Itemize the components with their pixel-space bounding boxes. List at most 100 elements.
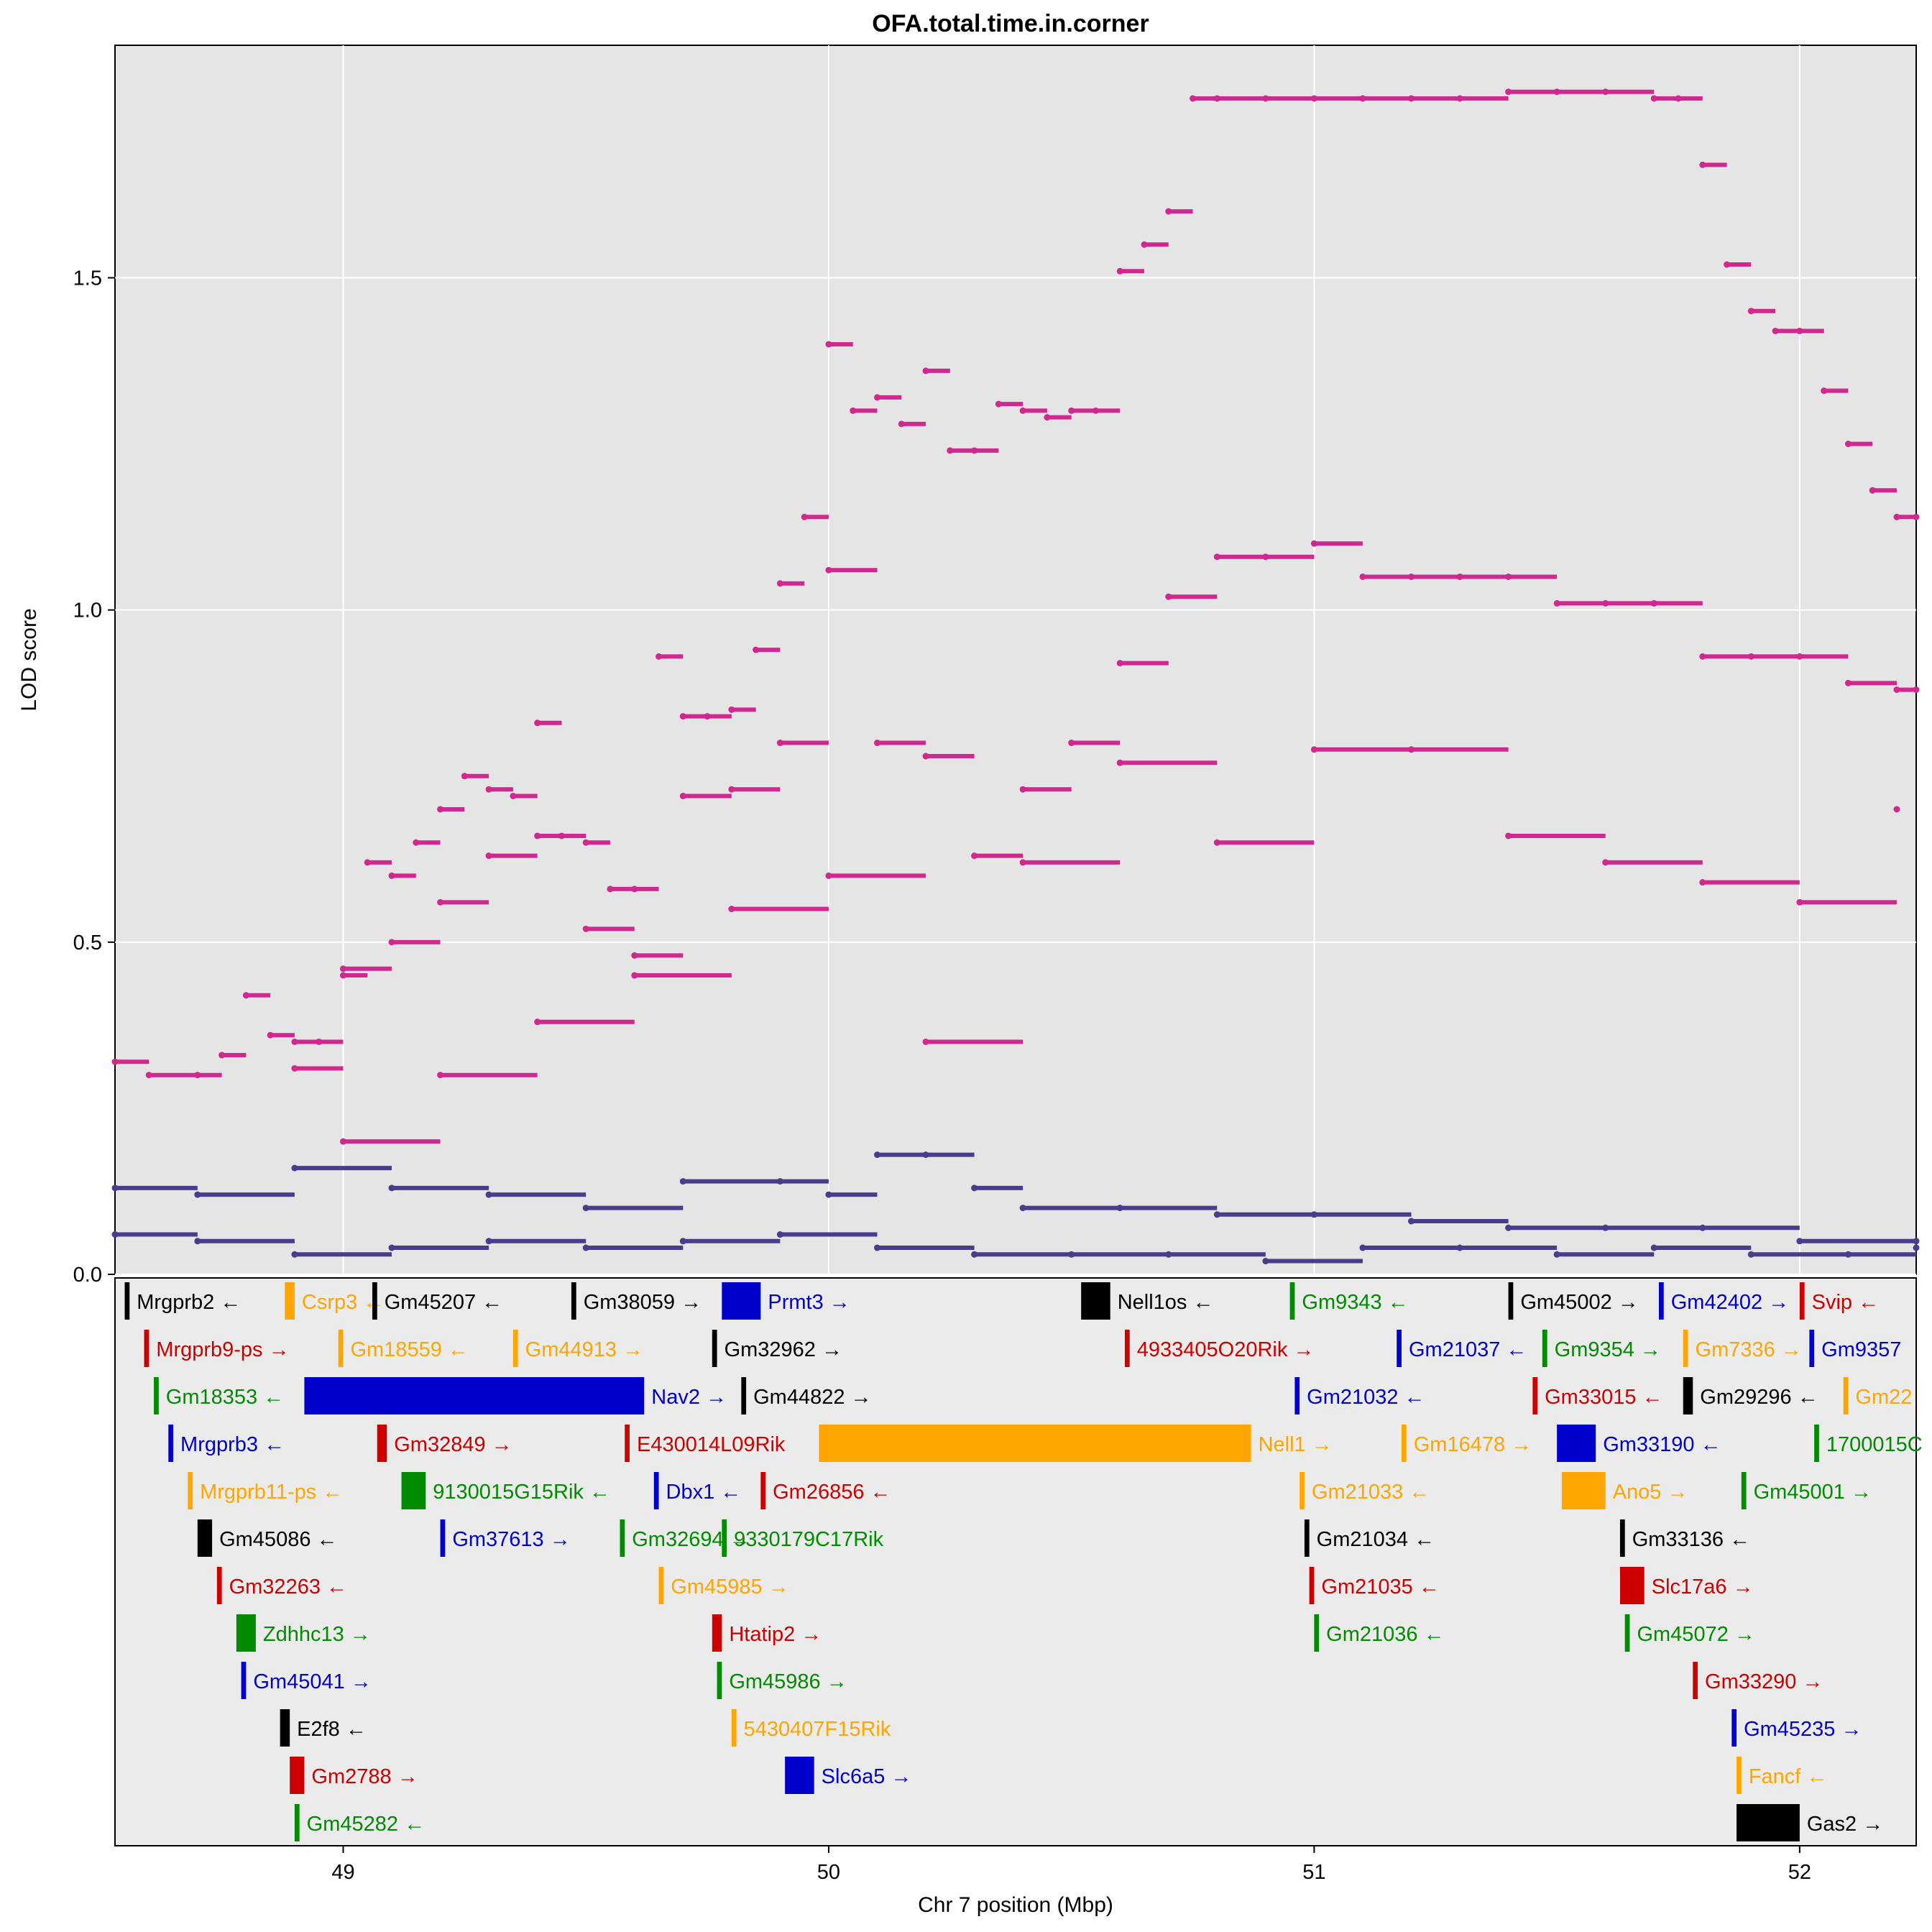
y-tick-label-2: 1.0: [73, 599, 102, 622]
gene-Mrgprb3: Mrgprb3 ←: [168, 1425, 285, 1462]
gene-label-14: 4933405O20Rik →: [1137, 1338, 1315, 1361]
y-tick-label-0: 0.0: [73, 1264, 102, 1287]
gene-bar-6: [1289, 1282, 1295, 1320]
gene-bar-49: [1619, 1567, 1644, 1604]
gene-label-33: Mrgprb11-ps ←: [200, 1481, 343, 1504]
gene-bar-5: [1081, 1282, 1110, 1320]
gene-bar-32: [1814, 1425, 1819, 1462]
gene-label-48: Gm21035 ←: [1321, 1576, 1439, 1598]
gene-Gm45072: Gm45072 →: [1624, 1614, 1755, 1652]
gene-Gm45086: Gm45086 ←: [197, 1519, 338, 1557]
gene-Mrgprb11-ps: Mrgprb11-ps ←: [188, 1472, 343, 1509]
gene-Gm33290: Gm33290 →: [1693, 1662, 1823, 1699]
gene-label-38: Ano5 →: [1613, 1481, 1688, 1504]
gene-Ano5: Ano5 →: [1561, 1472, 1688, 1509]
gene-Fancf: Fancf ←: [1736, 1757, 1827, 1794]
gene-bar-20: [304, 1377, 645, 1414]
gene-bar-44: [1304, 1519, 1310, 1557]
gene-label-28: E430014L09Rik: [637, 1433, 786, 1456]
gene-bar-8: [1659, 1282, 1664, 1320]
gene-Gm18353: Gm18353 ←: [154, 1377, 284, 1414]
gene-Gm33015: Gm33015 ←: [1532, 1377, 1663, 1414]
x-tick-label-3: 52: [1788, 1861, 1811, 1884]
gene-bar-57: [280, 1709, 290, 1747]
gene-E2f8: E2f8 ←: [280, 1709, 367, 1747]
gene-bar-61: [785, 1757, 814, 1794]
series-background-lod-lower: [111, 1231, 1920, 1265]
gene-label-41: Gm37613 →: [452, 1528, 570, 1551]
gene-Gm21037: Gm21037 ←: [1397, 1330, 1527, 1367]
gene-label-46: Gm32263 ←: [229, 1576, 347, 1598]
gene-5430407F15Rik: 5430407F15Rik: [731, 1709, 891, 1747]
x-axis: 49 50 51 52: [331, 1846, 1811, 1884]
gene-bar-21: [741, 1377, 747, 1414]
gene-label-32: 1700015C: [1826, 1433, 1923, 1456]
gene-Gm9354: Gm9354 →: [1542, 1330, 1661, 1367]
gene-Gm45041: Gm45041 →: [241, 1662, 372, 1699]
gene-label-25: Gm22: [1855, 1386, 1912, 1409]
gene-bar-23: [1532, 1377, 1538, 1414]
gene-label-27: Gm32849 →: [394, 1433, 512, 1456]
gene-Slc17a6: Slc17a6 →: [1619, 1567, 1754, 1604]
gene-label-16: Gm9354 →: [1555, 1338, 1661, 1361]
x-tick-label-0: 49: [331, 1861, 354, 1884]
gene-label-20: Nav2 →: [651, 1386, 727, 1409]
gene-label-63: Gm45282 ←: [307, 1813, 425, 1836]
gene-label-35: Dbx1 ←: [666, 1481, 742, 1504]
gene-Gm45001: Gm45001 →: [1741, 1472, 1872, 1509]
gene-label-7: Gm45002 →: [1520, 1291, 1638, 1314]
gene-bar-38: [1561, 1472, 1606, 1509]
gene-label-0: Mrgprb2 ←: [137, 1291, 241, 1314]
gene-bar-26: [168, 1425, 174, 1462]
gene-label-44: Gm21034 ←: [1317, 1528, 1435, 1551]
gene-bar-43: [722, 1519, 727, 1557]
gene-bar-51: [712, 1614, 722, 1652]
gene-label-40: Gm45086 ←: [219, 1528, 337, 1551]
gene-bar-42: [620, 1519, 625, 1557]
gene-label-60: Gm2788 →: [311, 1765, 418, 1788]
gene-Gm42402: Gm42402 →: [1659, 1282, 1789, 1320]
gene-bar-41: [440, 1519, 446, 1557]
gene-Gm44913: Gm44913 →: [512, 1330, 643, 1367]
gene-Gm33136: Gm33136 ←: [1619, 1519, 1750, 1557]
gene-label-12: Gm44913 →: [525, 1338, 643, 1361]
gene-label-54: Gm45041 →: [253, 1670, 371, 1693]
point-low-lod-trace-16: [1893, 806, 1900, 813]
gene-label-19: Gm18353 ←: [166, 1386, 284, 1409]
gene-bar-33: [188, 1472, 193, 1509]
gene-Gm45002: Gm45002 →: [1508, 1282, 1639, 1320]
gene-bar-45: [1619, 1519, 1625, 1557]
gene-bar-19: [154, 1377, 159, 1414]
gene-bar-16: [1542, 1330, 1547, 1367]
gene-bar-0: [124, 1282, 130, 1320]
gene-Gm2788: Gm2788 →: [290, 1757, 418, 1794]
gene-label-42: Gm32694 →: [632, 1528, 750, 1551]
gene-bar-34: [401, 1472, 426, 1509]
gene-label-58: 5430407F15Rik: [744, 1718, 891, 1741]
gene-bar-14: [1124, 1330, 1130, 1367]
gene-Gm18559: Gm18559 ←: [338, 1330, 469, 1367]
gene-label-10: Mrgprb9-ps →: [156, 1338, 289, 1361]
gene-label-34: 9130015G15Rik ←: [433, 1481, 610, 1504]
gene-label-1: Csrp3 ←: [302, 1291, 384, 1314]
gene-Gm44822: Gm44822 →: [741, 1377, 872, 1414]
gene-bar-4: [722, 1282, 761, 1320]
x-axis-label: Chr 7 position (Mbp): [918, 1893, 1113, 1917]
gene-bar-50: [236, 1614, 256, 1652]
gene-Slc6a5: Slc6a5 →: [785, 1757, 911, 1794]
x-tick-label-1: 50: [817, 1861, 840, 1884]
gene-bar-10: [144, 1330, 150, 1367]
gene-bar-39: [1741, 1472, 1747, 1509]
y-axis-label: LOD score: [17, 608, 41, 711]
gene-Gm38059: Gm38059 →: [571, 1282, 702, 1320]
gene-bar-48: [1309, 1567, 1315, 1604]
gene-9330179C17Rik: 9330179C17Rik: [722, 1519, 884, 1557]
gene-Gm16478: Gm16478 →: [1402, 1425, 1532, 1462]
gene-Gm45235: Gm45235 →: [1731, 1709, 1862, 1747]
gene-bar-37: [1300, 1472, 1305, 1509]
gene-bar-3: [571, 1282, 576, 1320]
gene-bar-58: [731, 1709, 737, 1747]
series-background-lod-upper: [111, 1151, 1920, 1245]
gene-bar-55: [717, 1662, 722, 1699]
gene-Gm21036: Gm21036 ←: [1314, 1614, 1445, 1652]
